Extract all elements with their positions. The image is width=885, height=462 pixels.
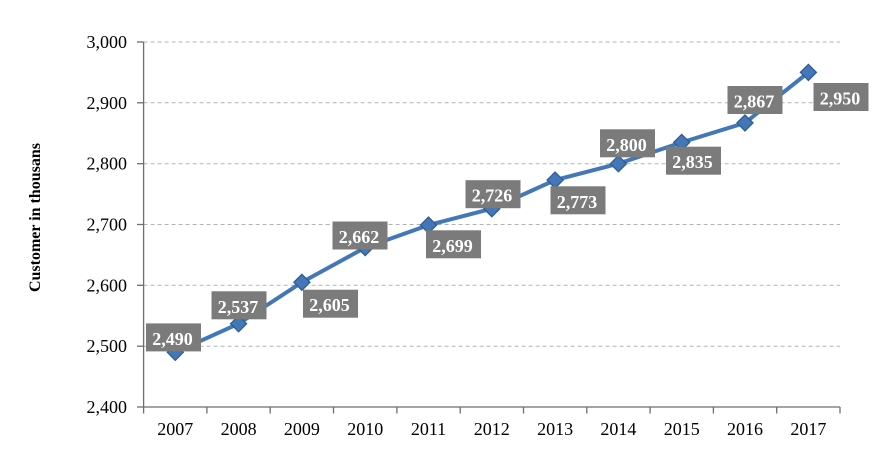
svg-text:2009: 2009 (284, 419, 320, 439)
svg-text:2,662: 2,662 (339, 227, 380, 247)
svg-text:2007: 2007 (157, 419, 193, 439)
svg-text:2,800: 2,800 (606, 135, 647, 155)
svg-text:Customer in thousans: Customer in thousans (27, 143, 44, 292)
svg-text:2,726: 2,726 (472, 186, 513, 206)
svg-text:2,699: 2,699 (432, 236, 473, 256)
svg-text:2017: 2017 (790, 419, 826, 439)
svg-text:2015: 2015 (664, 419, 700, 439)
svg-text:2,867: 2,867 (734, 92, 775, 112)
svg-text:2013: 2013 (537, 419, 573, 439)
svg-text:2,800: 2,800 (87, 154, 128, 174)
svg-text:2010: 2010 (347, 419, 383, 439)
svg-text:2,537: 2,537 (218, 297, 259, 317)
svg-text:2,950: 2,950 (820, 89, 861, 109)
svg-text:2,400: 2,400 (87, 397, 128, 417)
svg-text:2016: 2016 (727, 419, 763, 439)
svg-text:2,835: 2,835 (672, 152, 713, 172)
svg-text:2011: 2011 (411, 419, 446, 439)
svg-text:2,900: 2,900 (87, 93, 128, 113)
svg-text:2012: 2012 (474, 419, 510, 439)
svg-text:2,605: 2,605 (309, 295, 350, 315)
svg-text:2,773: 2,773 (557, 192, 598, 212)
svg-text:2,600: 2,600 (87, 275, 128, 295)
svg-text:2,490: 2,490 (152, 329, 193, 349)
svg-text:3,000: 3,000 (87, 32, 128, 52)
svg-text:2,700: 2,700 (87, 215, 128, 235)
svg-text:2008: 2008 (221, 419, 257, 439)
svg-text:2,500: 2,500 (87, 336, 128, 356)
svg-text:2014: 2014 (600, 419, 636, 439)
